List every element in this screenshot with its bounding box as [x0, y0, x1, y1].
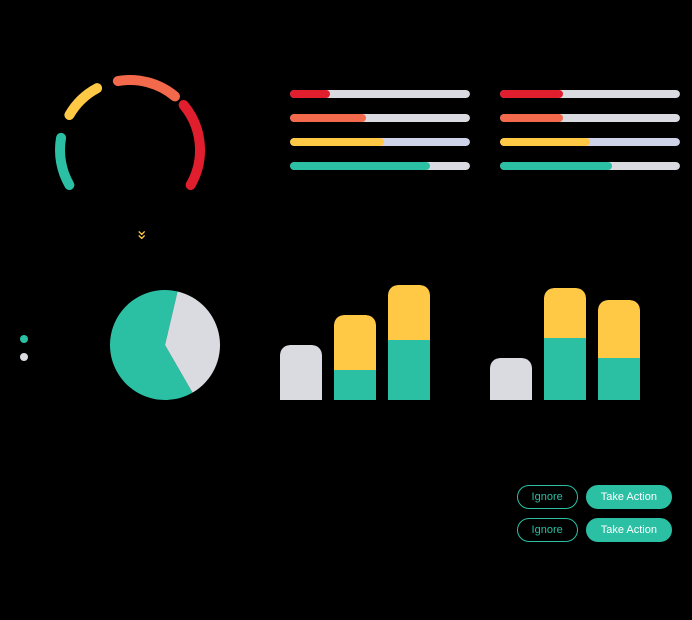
bar-segment: [334, 315, 376, 370]
gauge-chevron-icon: ⌄⌄: [135, 225, 148, 239]
progress-bar: [290, 114, 470, 122]
barchart-right: [490, 280, 640, 400]
gauge-segment: [118, 80, 175, 96]
progress-bar: [500, 162, 680, 170]
progress-fill: [290, 90, 330, 98]
bar-segment: [598, 358, 640, 400]
pie-svg: [110, 290, 220, 400]
progress-fill: [290, 138, 384, 146]
ignore-button[interactable]: Ignore: [517, 518, 578, 542]
bar-segment: [388, 285, 430, 340]
bar-segment: [544, 338, 586, 400]
take-action-button[interactable]: Take Action: [586, 485, 672, 509]
legend-item: [20, 353, 34, 361]
action-row-1: Ignore Take Action: [517, 485, 672, 509]
gauge-chart: ⌄⌄: [45, 55, 215, 225]
ignore-button[interactable]: Ignore: [517, 485, 578, 509]
bar: [280, 345, 322, 400]
bar: [598, 300, 640, 400]
progress-bar: [290, 138, 470, 146]
bar-segment: [598, 300, 640, 358]
gauge-segment: [69, 88, 97, 115]
gauge-svg: [45, 55, 215, 225]
bar-segment: [490, 358, 532, 400]
progress-bar: [290, 90, 470, 98]
legend-dot-icon: [20, 335, 28, 343]
progress-fill: [500, 114, 563, 122]
bar: [544, 288, 586, 400]
pie-chart: [110, 290, 220, 400]
progress-fill: [290, 114, 366, 122]
gauge-segment: [184, 105, 200, 185]
progress-bar: [290, 162, 470, 170]
legend-dot-icon: [20, 353, 28, 361]
progress-fill: [500, 162, 612, 170]
progress-group-right: [500, 90, 680, 170]
pie-legend: [20, 335, 34, 361]
bar-segment: [280, 345, 322, 400]
bar: [334, 315, 376, 400]
progress-bar: [500, 114, 680, 122]
progress-fill: [500, 138, 590, 146]
bar-segment: [388, 340, 430, 400]
bar: [388, 285, 430, 400]
bar-segment: [544, 288, 586, 338]
progress-fill: [290, 162, 430, 170]
barchart-left: [280, 280, 430, 400]
legend-item: [20, 335, 34, 343]
gauge-segment: [60, 138, 69, 185]
take-action-button[interactable]: Take Action: [586, 518, 672, 542]
action-row-2: Ignore Take Action: [517, 518, 672, 542]
progress-bar: [500, 138, 680, 146]
bar: [490, 358, 532, 400]
bar-segment: [334, 370, 376, 400]
progress-group-left: [290, 90, 470, 170]
progress-bar: [500, 90, 680, 98]
progress-fill: [500, 90, 563, 98]
